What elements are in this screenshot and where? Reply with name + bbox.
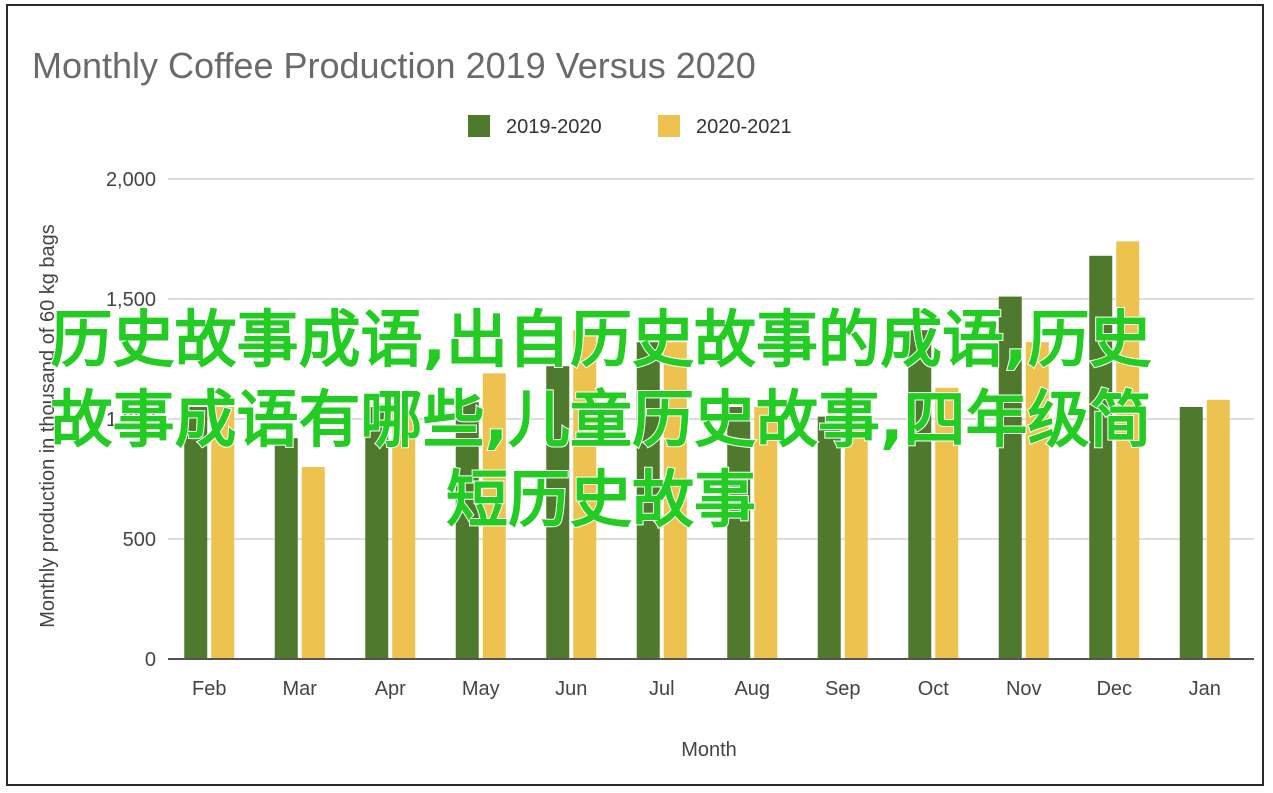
bar-2019-2020-Jul [636, 342, 660, 659]
bar-2019-2020-Oct [908, 330, 932, 659]
x-tick-label: Dec [1096, 678, 1132, 700]
bar-2020-2021-Dec [1116, 241, 1140, 659]
legend-swatch [468, 115, 490, 137]
chart-frame: Monthly Coffee Production 2019 Versus 20… [6, 4, 1264, 786]
bar-2020-2021-May [482, 373, 506, 659]
x-tick-label: Apr [375, 678, 406, 700]
bar-2020-2021-Jun [573, 330, 597, 659]
bar-2020-2021-Nov [1025, 342, 1049, 659]
bar-2020-2021-Feb [211, 407, 235, 659]
bar-2019-2020-Jan [1179, 407, 1203, 659]
bar-2019-2020-May [455, 402, 479, 659]
x-tick-label: Nov [1006, 678, 1042, 700]
x-tick-label: Jun [555, 678, 587, 700]
bar-2019-2020-Mar [274, 438, 298, 659]
chart-title: Monthly Coffee Production 2019 Versus 20… [32, 45, 756, 86]
x-tick-label: Jan [1189, 678, 1221, 700]
y-axis-label: Monthly production in thousand of 60 kg … [37, 224, 59, 628]
bar-2019-2020-Aug [727, 407, 751, 659]
x-tick-label: Aug [734, 678, 770, 700]
y-gridlines [168, 178, 1254, 540]
y-tick-label: 500 [123, 529, 156, 551]
bar-2019-2020-Feb [184, 407, 208, 659]
overlay-caption: 历史故事成语,出自历史故事的成语,历史故事成语有哪些,儿童历史故事,四年级简短历… [49, 302, 1152, 537]
x-tick-label: Oct [918, 678, 950, 700]
x-axis-label: Month [681, 739, 737, 761]
y-axis-ticks: 0 500 1,000 1,500 2,000 [106, 169, 156, 671]
y-tick-label: 1,500 [106, 289, 156, 311]
bars-group [184, 241, 1230, 660]
bar-2020-2021-Sep [844, 419, 868, 659]
bar-2020-2021-Jul [663, 342, 687, 659]
bar-2019-2020-Dec [1089, 255, 1113, 660]
bar-2019-2020-Sep [817, 416, 841, 659]
y-tick-label: 1,000 [106, 409, 156, 431]
y-tick-label: 0 [145, 649, 156, 671]
x-tick-label: Sep [825, 678, 861, 700]
bar-2020-2021-Jan [1206, 399, 1230, 659]
legend-label: 2019-2020 [506, 116, 602, 138]
x-tick-label: Jul [649, 678, 675, 700]
bar-2019-2020-Nov [998, 296, 1022, 659]
bar-chart: Monthly Coffee Production 2019 Versus 20… [32, 45, 1254, 761]
x-tick-label: Mar [283, 678, 318, 700]
x-axis-ticks: Feb Mar Apr May Jun Jul Aug Sep Oct Nov Dec Jan [192, 678, 1221, 700]
x-tick-label: Feb [192, 678, 226, 700]
bar-2020-2021-Apr [392, 407, 416, 659]
bar-2020-2021-Mar [301, 467, 325, 659]
legend-swatch [658, 115, 680, 137]
x-tick-label: May [462, 678, 500, 700]
bar-2019-2020-Jun [546, 366, 570, 659]
chart-legend: 2019-2020 2020-2021 [468, 115, 792, 138]
bar-2020-2021-Aug [754, 407, 778, 659]
bar-2020-2021-Oct [935, 387, 959, 659]
y-tick-label: 2,000 [106, 169, 156, 191]
bar-2019-2020-Apr [365, 407, 389, 659]
legend-label: 2020-2021 [696, 116, 792, 138]
